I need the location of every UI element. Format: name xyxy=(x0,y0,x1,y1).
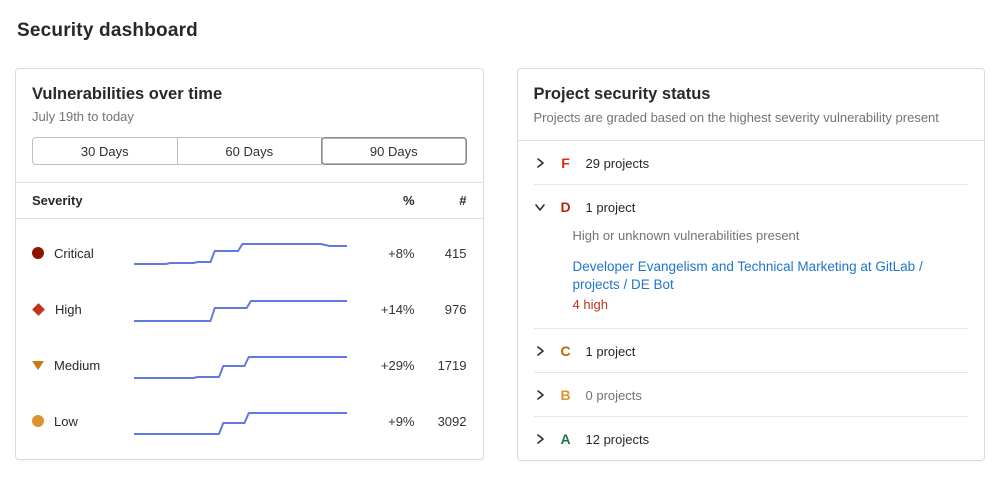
count-value: 976 xyxy=(444,301,467,317)
grade-project-count: 0 projects xyxy=(585,387,642,403)
status-card-subtitle: Projects are graded based on the highest… xyxy=(533,110,939,125)
severity-column-header: Severity xyxy=(32,193,83,208)
grade-letter-a: A xyxy=(560,431,571,448)
percent-change-value: +14% xyxy=(380,301,415,317)
grade-letter-b: B xyxy=(560,387,571,404)
grade-row-f[interactable]: F 29 projects xyxy=(534,141,969,184)
count-column-header: # xyxy=(459,193,467,208)
grade-project-count: 29 projects xyxy=(585,155,650,171)
grade-d-details: High or unknown vulnerabilities present … xyxy=(534,228,969,328)
chevron-right-icon xyxy=(534,157,546,169)
count-value: 3092 xyxy=(437,413,467,429)
severity-label: Low xyxy=(54,413,78,429)
finding-summary: 4 high xyxy=(572,297,608,313)
vuln-card-title: Vulnerabilities over time xyxy=(32,85,223,103)
day-range-button-group: 30 Days 60 Days 90 Days xyxy=(32,137,467,165)
percent-change-value: +9% xyxy=(388,413,415,429)
medium-severity-icon xyxy=(32,360,44,370)
percent-column-header: % xyxy=(402,193,415,208)
chevron-right-icon xyxy=(534,389,546,401)
medium-sparkline-chart xyxy=(134,345,347,385)
count-value: 1719 xyxy=(437,357,467,373)
grade-project-count: 12 projects xyxy=(585,431,650,447)
high-severity-icon xyxy=(32,302,45,316)
project-security-status-card: Project security status Projects are gra… xyxy=(516,68,985,462)
range-90-days-button[interactable]: 90 Days xyxy=(321,137,467,165)
status-card-header: Project security status Projects are gra… xyxy=(517,69,984,141)
low-sparkline-chart xyxy=(134,401,347,441)
grade-letter-f: F xyxy=(561,155,570,171)
severity-label: Medium xyxy=(54,357,101,373)
severity-label: Critical xyxy=(54,245,94,261)
high-sparkline-chart xyxy=(134,289,347,329)
grade-project-count: 1 project xyxy=(585,343,636,359)
grade-item-f: F 29 projects xyxy=(533,141,969,185)
vuln-date-range: July 19th to today xyxy=(32,109,134,124)
grade-row-c[interactable]: C 1 project xyxy=(534,329,969,372)
grade-row-a[interactable]: A 12 projects xyxy=(534,417,969,460)
chevron-right-icon xyxy=(534,345,546,357)
page-title: Security dashboard xyxy=(17,20,198,41)
range-30-days-button[interactable]: 30 Days xyxy=(32,137,178,165)
severity-label: High xyxy=(55,301,82,317)
severity-row-high: High +14% 976 xyxy=(16,281,483,337)
grade-row-d[interactable]: D 1 project xyxy=(534,185,969,228)
severity-table-header: Severity % # xyxy=(16,182,483,219)
grade-letter-d: D xyxy=(560,199,571,215)
chevron-right-icon xyxy=(534,433,546,445)
chevron-down-icon xyxy=(534,201,546,213)
grade-list: F 29 projects D 1 project High or unknow… xyxy=(518,141,985,460)
dashboard-cards: Vulnerabilities over time July 19th to t… xyxy=(15,68,985,462)
vuln-card-header: Vulnerabilities over time July 19th to t… xyxy=(16,69,483,182)
critical-sparkline-chart xyxy=(134,233,347,273)
percent-change-value: +29% xyxy=(380,357,415,373)
grade-item-d: D 1 project High or unknown vulnerabilit… xyxy=(533,185,969,330)
grade-row-b[interactable]: B 0 projects xyxy=(534,373,969,416)
critical-severity-icon xyxy=(32,247,44,259)
percent-change-value: +8% xyxy=(388,245,415,261)
severity-row-critical: Critical +8% 415 xyxy=(16,225,483,281)
grade-item-a: A 12 projects xyxy=(534,417,969,460)
severity-row-low: Low +9% 3092 xyxy=(16,393,483,449)
grade-project-count: 1 project xyxy=(585,199,636,215)
project-link[interactable]: Developer Evangelism and Technical Marke… xyxy=(572,259,923,293)
grade-letter-c: C xyxy=(560,343,571,360)
severity-row-medium: Medium +29% 1719 xyxy=(16,337,483,393)
low-severity-icon xyxy=(32,415,44,427)
range-60-days-button[interactable]: 60 Days xyxy=(176,137,322,165)
grade-item-c: C 1 project xyxy=(533,329,969,374)
grade-item-b: B 0 projects xyxy=(533,373,969,418)
vulnerabilities-over-time-card: Vulnerabilities over time July 19th to t… xyxy=(15,68,484,460)
count-value: 415 xyxy=(444,245,467,261)
grade-d-description: High or unknown vulnerabilities present xyxy=(572,228,800,243)
severity-rows: Critical +8% 415 High +14% 976 Medium xyxy=(16,219,483,459)
status-card-title: Project security status xyxy=(533,85,711,103)
